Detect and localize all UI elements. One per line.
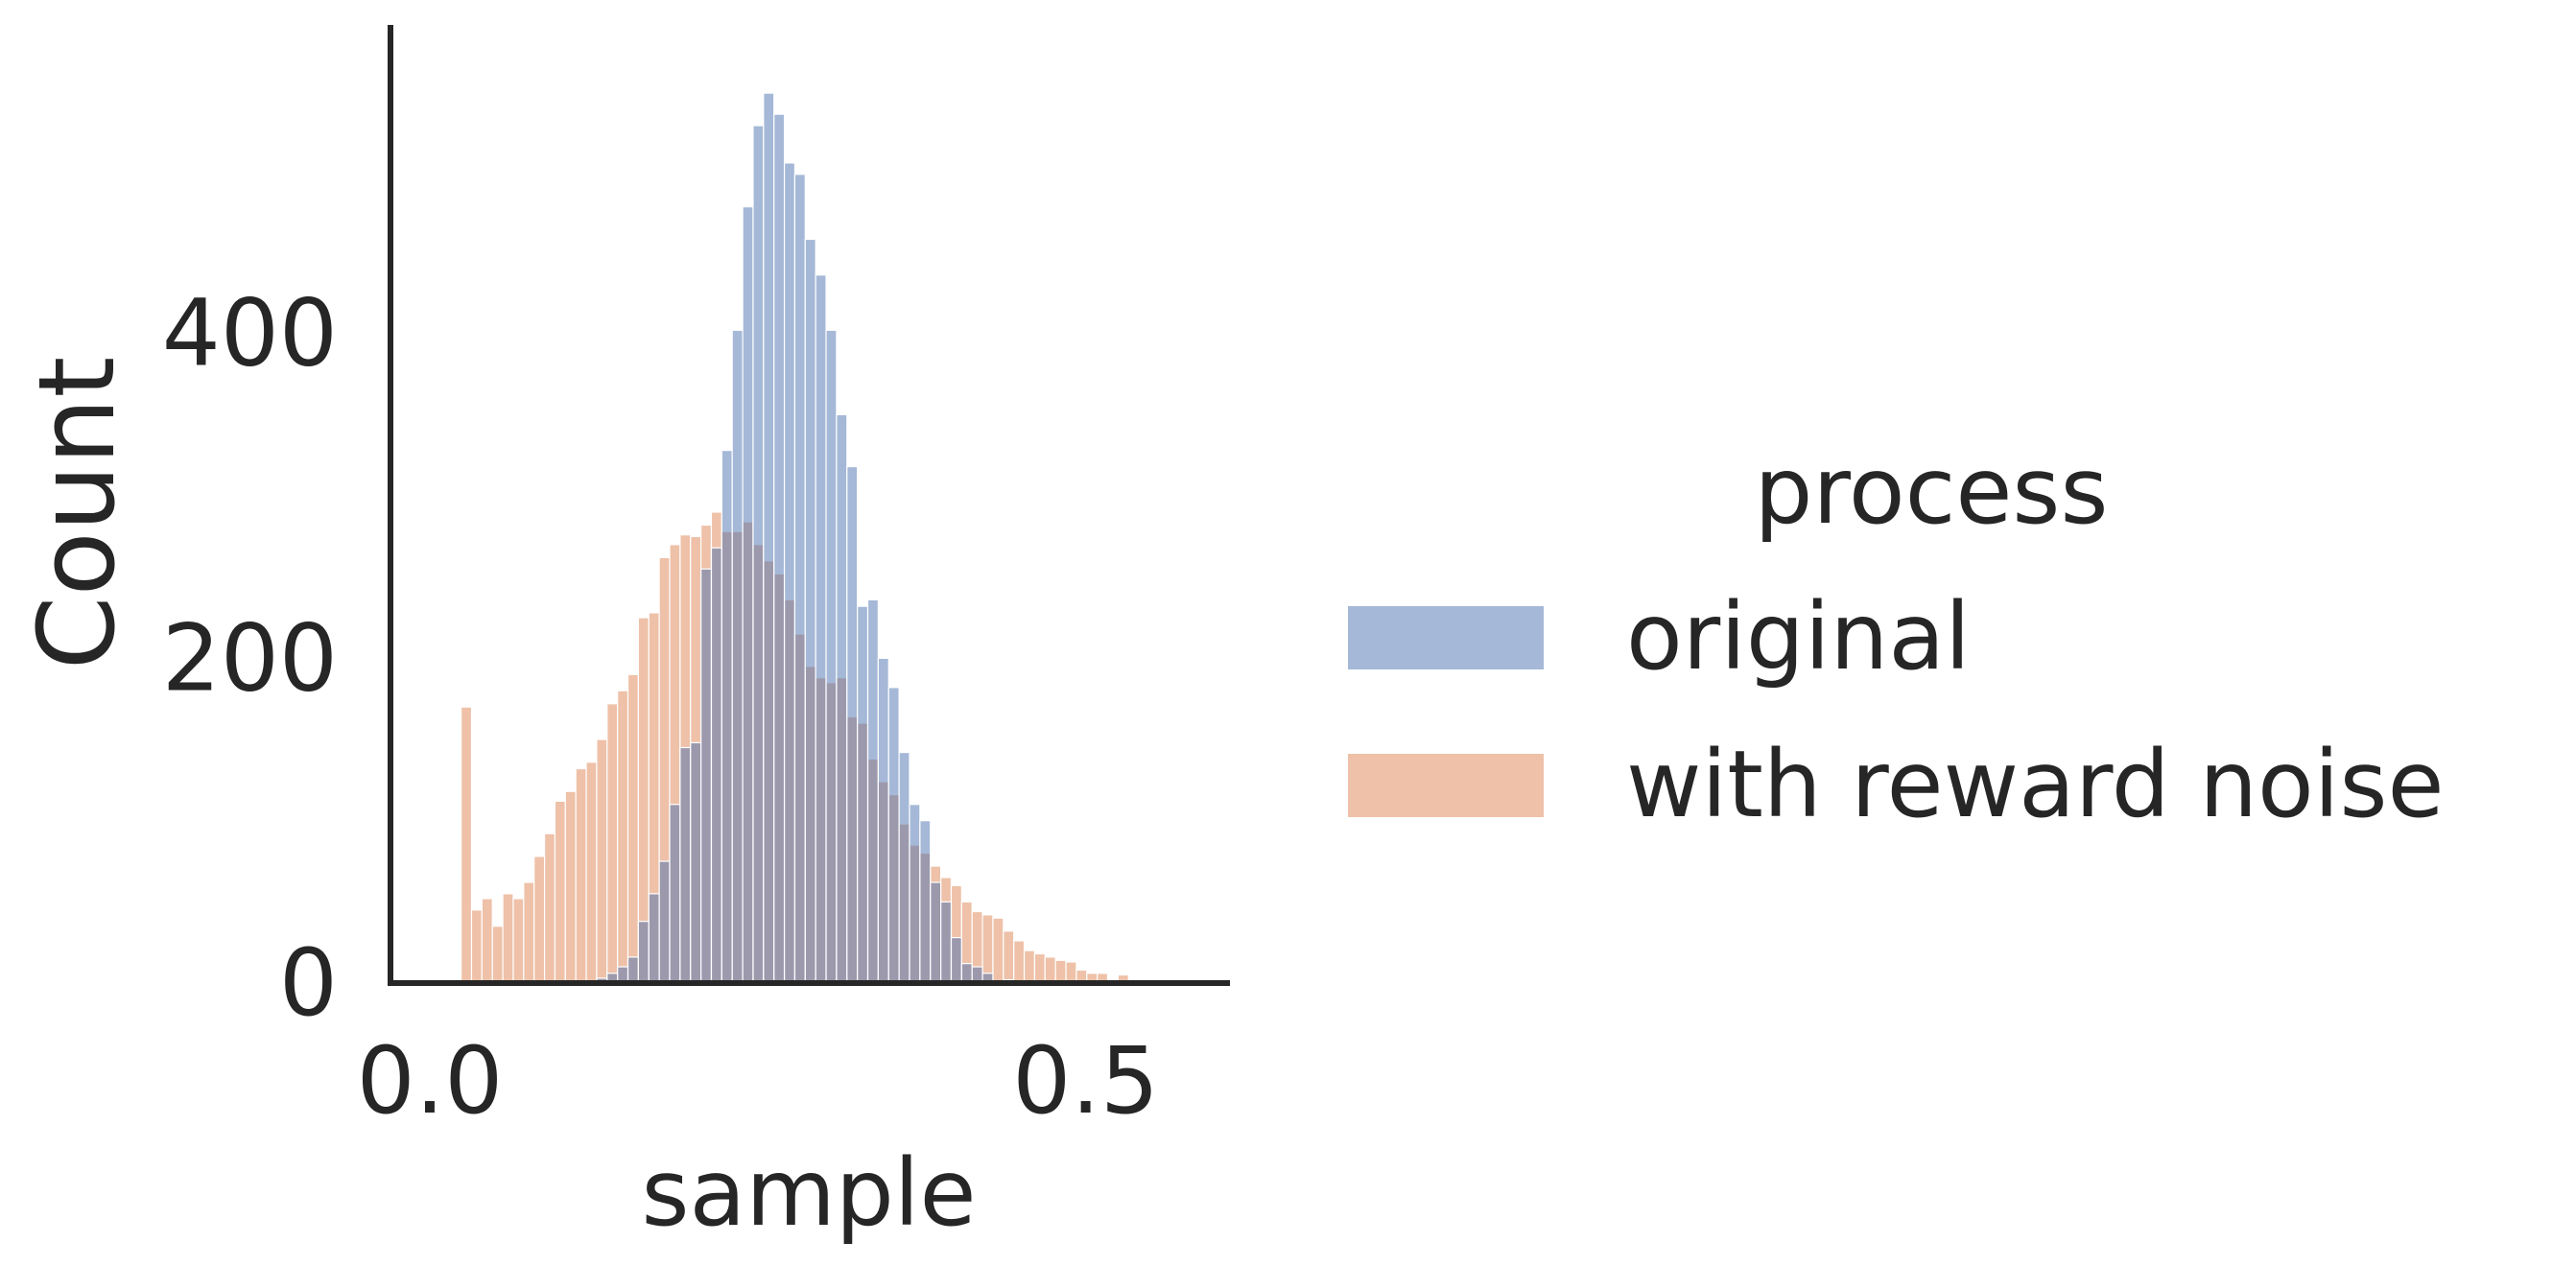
histogram-bar [1003, 930, 1015, 984]
x-axis-label: sample [641, 1139, 976, 1247]
histogram-bar [606, 703, 619, 984]
histogram-bar [626, 956, 640, 984]
y-tick-label: 400 [162, 280, 338, 387]
histogram-bar [909, 804, 921, 984]
histogram-bar [783, 162, 796, 984]
histogram-bars [461, 92, 1129, 984]
axes [388, 25, 1230, 986]
histogram-bar [543, 832, 556, 984]
histogram-bar [690, 741, 702, 984]
histogram-bar [752, 125, 765, 984]
histogram-bar [648, 893, 660, 984]
histogram-bar [887, 687, 900, 984]
histogram-bar [710, 547, 722, 984]
histogram-bar [960, 963, 973, 984]
y-tick-label: 200 [162, 604, 338, 712]
x-tick-label: 0.0 [357, 1027, 504, 1135]
histogram-bar [836, 413, 848, 984]
histogram-bar [773, 113, 786, 984]
histogram-bar [919, 820, 932, 984]
y-tick-labels: 0 200 400 [162, 280, 338, 1037]
histogram-bar [1044, 956, 1056, 984]
legend: process original with reward noise [1348, 437, 2445, 838]
x-tick-labels: 0.0 0.5 [357, 1027, 1159, 1135]
histogram-bar [1033, 952, 1046, 984]
legend-swatch [1348, 606, 1544, 669]
histogram-bar [617, 690, 629, 984]
histogram-bar [992, 917, 1004, 984]
histogram-bar [533, 856, 546, 984]
histogram-bar [669, 804, 681, 984]
histogram-bar [596, 738, 608, 984]
x-tick-label: 0.5 [1012, 1027, 1159, 1135]
histogram-bar [815, 274, 827, 984]
legend-label: original [1626, 583, 1971, 691]
histogram-bar [742, 206, 754, 984]
histogram-bar [554, 800, 566, 984]
y-axis-label: Count [15, 357, 138, 670]
histogram-bar [846, 465, 859, 984]
histogram-bar [1013, 940, 1026, 984]
histogram-bar [470, 909, 483, 984]
histogram-bar [793, 174, 806, 984]
legend-title: process [1755, 437, 2109, 545]
legend-items: original with reward noise [1348, 583, 2445, 838]
histogram-bar [575, 767, 587, 984]
histogram-bar [939, 901, 953, 984]
histogram-bar [825, 329, 838, 984]
histogram-bar [658, 860, 671, 984]
histogram-bar [523, 881, 535, 984]
histogram-bar [898, 751, 910, 984]
histogram-bar [763, 92, 775, 984]
histogram-bar [626, 673, 640, 984]
histogram-bar [857, 605, 869, 984]
histogram-bar [481, 898, 493, 984]
histogram-bar [1023, 950, 1036, 984]
legend-label: with reward noise [1626, 731, 2445, 838]
histogram-bar [585, 762, 598, 984]
histogram-bar [877, 657, 889, 984]
histogram-bar [804, 238, 816, 984]
histogram-bar [721, 450, 733, 984]
histogram-bar [564, 790, 577, 984]
histogram-bar [679, 746, 692, 984]
y-tick-label: 0 [279, 929, 338, 1037]
histogram-bar [930, 881, 942, 984]
histogram-bar [461, 706, 473, 984]
histogram-bar [1054, 959, 1067, 984]
histogram-bar [502, 893, 514, 984]
histogram-bar [491, 926, 504, 984]
histogram-bar [950, 936, 962, 984]
histogram-bar [866, 598, 879, 984]
histogram-bar [637, 921, 650, 984]
histogram-bar [700, 568, 713, 984]
histogram-bar [1065, 961, 1077, 984]
legend-swatch [1348, 754, 1544, 817]
histogram-bar [731, 329, 744, 984]
histogram-bar [512, 898, 525, 984]
